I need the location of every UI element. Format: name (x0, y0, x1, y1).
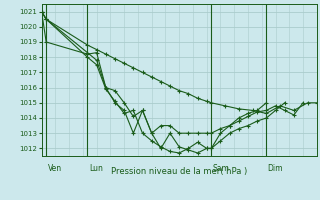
Text: Dim: Dim (268, 164, 283, 173)
Text: Ven: Ven (48, 164, 62, 173)
Text: Sam: Sam (213, 164, 229, 173)
Text: Lun: Lun (89, 164, 103, 173)
X-axis label: Pression niveau de la mer( hPa ): Pression niveau de la mer( hPa ) (111, 167, 247, 176)
